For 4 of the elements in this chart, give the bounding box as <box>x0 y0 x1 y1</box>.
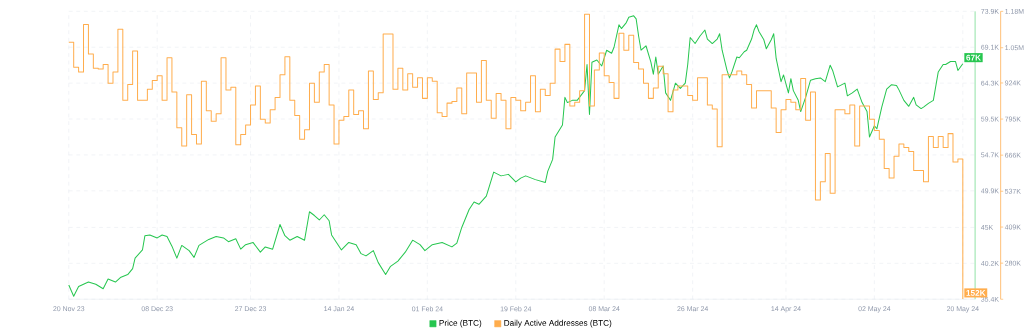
data-label: 67K <box>966 54 981 61</box>
legend-label: Price (BTC) <box>439 319 482 328</box>
legend-label: Daily Active Addresses (BTC) <box>504 319 612 328</box>
data-label: 152K <box>966 290 986 296</box>
